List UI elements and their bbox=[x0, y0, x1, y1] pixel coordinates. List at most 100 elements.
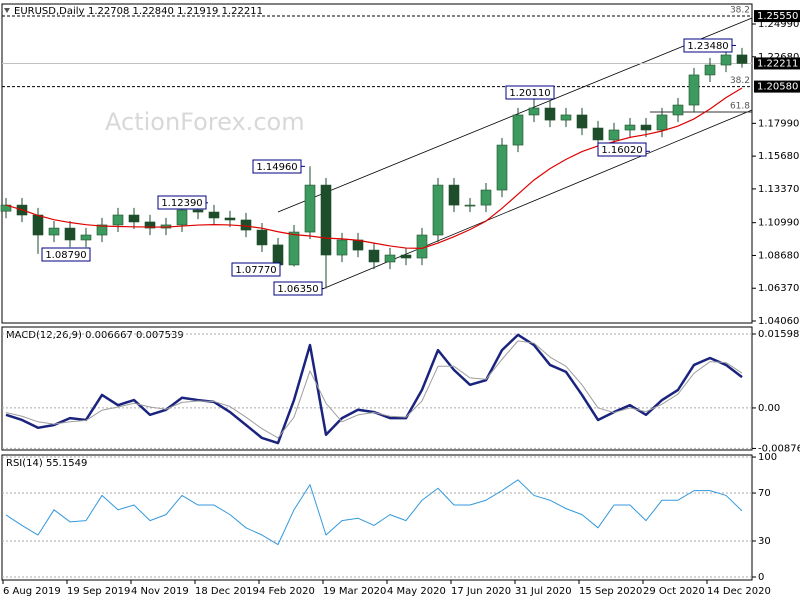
y-tick-label: 1.17990 bbox=[758, 118, 799, 129]
y-tick-label: 1.15680 bbox=[758, 151, 799, 162]
candle-body bbox=[608, 129, 620, 141]
annotation-label: 1.16020 bbox=[601, 145, 642, 156]
candle-body bbox=[208, 211, 220, 219]
y-tick-label: 100 bbox=[758, 452, 777, 463]
moving-average bbox=[5, 87, 743, 249]
level-tag bbox=[754, 10, 800, 23]
candle-body bbox=[656, 114, 668, 131]
candle-body bbox=[560, 114, 572, 121]
candle-body bbox=[320, 184, 332, 256]
annotation-label: 1.20110 bbox=[509, 88, 550, 99]
candle-body bbox=[192, 209, 204, 213]
candle-body bbox=[464, 204, 476, 207]
candle-body bbox=[64, 227, 76, 241]
chart-title: EURUSD,Daily bbox=[14, 6, 85, 17]
level-tag bbox=[754, 80, 800, 93]
annotation-box bbox=[505, 85, 555, 100]
candle-body bbox=[128, 214, 140, 223]
indicator-line bbox=[5, 479, 743, 546]
annotation-label: 1.08790 bbox=[45, 250, 86, 261]
rsi-panel bbox=[1, 454, 753, 581]
candle-body bbox=[592, 127, 604, 141]
price-panel bbox=[1, 3, 753, 324]
y-tick-label: 1.06370 bbox=[758, 283, 799, 294]
y-tick-label: 1.08680 bbox=[758, 250, 799, 261]
fib-label: 61.8 bbox=[730, 101, 750, 111]
x-tick-label: 6 Aug 2019 bbox=[3, 586, 61, 597]
candle-body bbox=[96, 224, 108, 236]
y-tick-label: 0 bbox=[758, 572, 764, 583]
candle-body bbox=[80, 234, 92, 241]
candle-body bbox=[496, 144, 508, 191]
candle-body bbox=[176, 209, 188, 226]
candle-body bbox=[672, 104, 684, 116]
macd-panel bbox=[1, 326, 753, 451]
candle-body bbox=[512, 114, 524, 146]
level-tag-label: 1.25550 bbox=[757, 11, 798, 22]
candle-body bbox=[112, 214, 124, 226]
y-tick-label: 0.015983 bbox=[758, 329, 800, 340]
annotation-box bbox=[252, 159, 302, 174]
symbol-icon bbox=[4, 8, 10, 13]
candle-body bbox=[704, 64, 716, 76]
annotation-label: 1.14960 bbox=[256, 162, 297, 173]
x-tick-label: 15 Sep 2020 bbox=[579, 586, 642, 597]
annotation-label: 1.23480 bbox=[687, 41, 728, 52]
plot-layer: 6 Aug 2019 19 Sep 2019 4 Nov 2019 18 Dec 20… bbox=[0, 6, 800, 597]
annotation-label: 1.06350 bbox=[277, 284, 318, 295]
candle-body bbox=[544, 107, 556, 121]
x-tick-label: 18 Dec 2019 bbox=[195, 586, 259, 597]
candle-body bbox=[32, 214, 44, 236]
x-tick-label: 17 Jun 2020 bbox=[451, 586, 511, 597]
rsi-title: RSI(14) 55.1549 bbox=[6, 458, 87, 469]
candle-body bbox=[624, 124, 636, 131]
x-tick-label: 29 Oct 2020 bbox=[643, 586, 705, 597]
x-tick-label: 4 Nov 2019 bbox=[131, 586, 189, 597]
candle-body bbox=[256, 229, 268, 246]
candle-body bbox=[240, 219, 252, 231]
annotation-box bbox=[597, 142, 647, 157]
candle-body bbox=[224, 217, 236, 221]
candle-body bbox=[272, 244, 284, 266]
annotation-label: 1.12390 bbox=[161, 198, 202, 209]
annotation-box bbox=[273, 281, 323, 296]
y-tick-label: 1.13370 bbox=[758, 184, 799, 195]
candle-body bbox=[368, 249, 380, 263]
price-tag-label: 1.22211 bbox=[757, 58, 798, 69]
candle-body bbox=[448, 184, 460, 206]
candle-body bbox=[416, 234, 428, 259]
x-tick-label: 31 Jul 2020 bbox=[515, 586, 572, 597]
level-tag-label: 1.20580 bbox=[757, 82, 798, 93]
y-tick-label: 0.00 bbox=[758, 403, 780, 414]
candle-body bbox=[480, 189, 492, 206]
annotation-box bbox=[41, 247, 91, 262]
fib-label: 38.2 bbox=[730, 6, 750, 16]
indicator-line bbox=[5, 340, 743, 439]
candle-body bbox=[336, 239, 348, 256]
fib-label: 38.2 bbox=[730, 76, 750, 86]
x-tick-label: 19 Mar 2020 bbox=[323, 586, 386, 597]
candle-body bbox=[640, 124, 652, 131]
candle-body bbox=[288, 231, 300, 266]
y-tick-label: 70 bbox=[758, 488, 771, 499]
annotation-label: 1.07770 bbox=[235, 265, 276, 276]
annotation-box bbox=[683, 38, 733, 53]
candle-body bbox=[48, 227, 60, 236]
y-tick-label: 1.22680 bbox=[758, 52, 799, 63]
x-tick-label: 4 Feb 2020 bbox=[259, 586, 315, 597]
price-tag bbox=[754, 57, 800, 70]
candle-body bbox=[400, 254, 412, 259]
y-tick-label: -0.008762 bbox=[758, 443, 800, 454]
y-tick-label: 30 bbox=[758, 536, 771, 547]
candle-body bbox=[432, 184, 444, 236]
x-tick-label: 14 Dec 2020 bbox=[707, 586, 771, 597]
candle-body bbox=[144, 221, 156, 229]
annotation-box bbox=[157, 195, 207, 210]
watermark: ActionForex.com bbox=[105, 108, 305, 136]
candle-body bbox=[736, 54, 748, 64]
macd-title: MACD(12,26,9) 0.006667 0.007539 bbox=[6, 330, 184, 341]
candle-body bbox=[720, 54, 732, 66]
y-tick-label: 1.24990 bbox=[758, 19, 799, 30]
x-tick-label: 4 May 2020 bbox=[387, 586, 446, 597]
